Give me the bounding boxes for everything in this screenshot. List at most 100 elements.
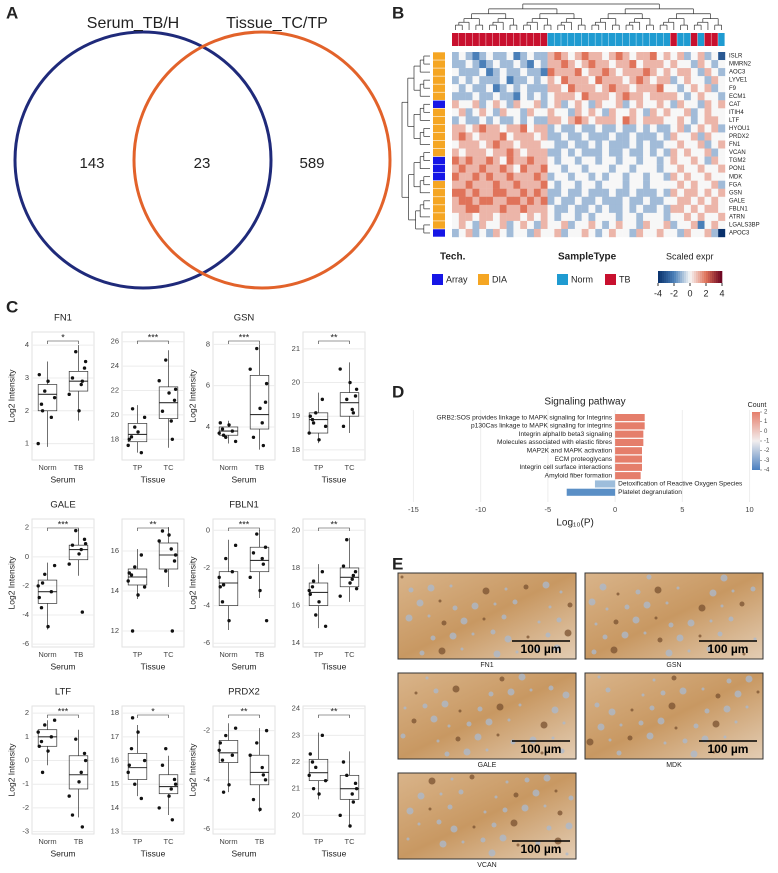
nucleus [523,584,529,590]
heat-cell [656,172,664,181]
bar-label: Integrin alphaIIb beta3 signaling [519,431,613,438]
bar [615,414,645,422]
data-point [264,618,269,623]
heat-cell [527,164,535,173]
heat-cell [533,68,541,77]
heat-cell [574,220,582,230]
nucleus [687,619,695,627]
data-point [167,794,171,798]
tech-cell [433,60,445,68]
heat-cell [520,148,528,157]
heat-cell [595,196,603,206]
heat-cell [643,92,651,101]
row-label: LYVE1 [729,78,748,84]
x-tick-label: Norm [38,837,56,846]
legend-title: SampleType [558,252,617,263]
heat-cell [602,76,610,85]
data-point [264,381,269,386]
heat-cell [704,76,712,85]
heat-cell [472,52,480,61]
data-point [173,553,178,557]
y-tick-label: 17 [111,732,119,741]
venn-circle [132,30,392,290]
heat-cell [643,68,651,77]
heat-cell [636,212,644,222]
heat-cell [677,228,685,238]
data-point [230,570,235,574]
heat-cell [690,148,698,157]
nucleus [649,705,655,711]
heat-cell [479,188,487,197]
heat-cell [506,76,514,85]
heat-cell [574,228,582,238]
data-point [220,758,225,762]
heat-cell [458,100,466,109]
heat-cell [684,196,692,206]
heat-cell [486,196,494,206]
heat-cell [561,188,569,197]
heat-cell [615,52,623,61]
heat-cell [636,108,644,117]
data-point [248,575,252,580]
heat-cell [486,204,494,214]
nucleus [483,810,487,814]
heat-cell [663,220,671,230]
data-point [224,435,228,439]
heat-cell [677,172,685,181]
nucleus [750,586,756,592]
heat-cell [608,108,616,117]
heat-cell [670,196,678,206]
heat-cell [608,100,616,109]
bar-label: Detoxification of Reactive Oxygen Specie… [618,481,743,488]
heat-cell [513,172,521,181]
heat-cell [492,196,500,206]
heat-cell [458,220,466,230]
heat-cell [663,124,671,133]
heat-cell [568,76,576,85]
heat-cell [499,92,507,101]
heat-cell [629,116,637,125]
heat-cell [472,60,480,69]
heat-cell [533,92,541,101]
legend-swatch [605,274,616,285]
sample-type-cell [540,33,548,46]
heat-cell [492,148,500,157]
tech-cell [433,116,445,125]
heat-cell [602,108,610,117]
heat-cell [636,220,644,230]
heat-cell [588,132,596,141]
heat-cell [479,100,487,109]
heat-cell [540,68,548,77]
heat-cell [690,220,698,230]
data-point [52,395,57,400]
data-point [52,718,57,722]
heat-cell [506,108,514,117]
nucleus [408,587,414,593]
heat-cell [533,140,541,149]
heat-cell [602,52,610,61]
row-label: GALE [729,198,745,204]
heat-cell [602,180,610,189]
heat-cell [670,148,678,157]
y-tick-label: -4 [22,610,29,619]
heat-cell [595,188,603,197]
nucleus [652,678,656,682]
nucleus [425,676,429,680]
nucleus [654,586,662,594]
nucleus [482,617,486,621]
heat-cell [452,220,460,230]
heat-cell [649,124,657,133]
nucleus [690,750,698,758]
sample-type-cell [711,33,718,46]
data-point [263,400,268,404]
row-label: ITIH4 [729,110,744,116]
data-point [308,592,312,596]
tech-cell [433,213,445,221]
heat-cell [704,156,712,165]
y-tick-label: 23 [292,730,300,739]
y-tick-label: 20 [292,810,300,819]
data-point [36,584,40,588]
heat-cell [465,68,473,77]
y-tick-label: 2 [25,708,29,717]
heat-cell [499,164,507,173]
